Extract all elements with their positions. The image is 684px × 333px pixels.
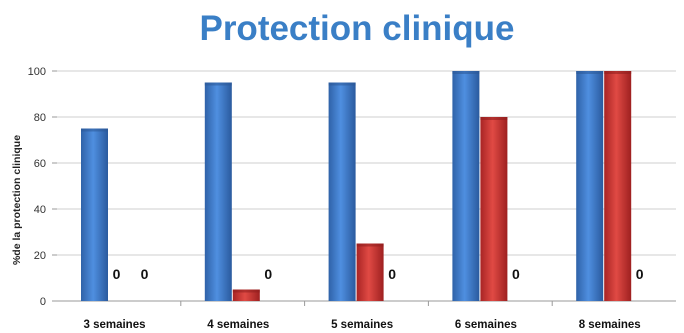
bar-top: [480, 117, 508, 120]
bar-s1: [328, 82, 356, 301]
zero-label: 0: [113, 266, 121, 282]
bar-s2: [604, 71, 632, 301]
bar-s1: [81, 128, 108, 301]
y-tick-label: 40: [34, 204, 46, 216]
y-tick-label: 20: [34, 250, 46, 262]
bar-s2: [356, 243, 384, 301]
x-tick-label: 6 semaines: [455, 319, 517, 331]
x-axis-ticks: 3 semaines 4 semaines 5 semaines 6 semaines…: [83, 319, 640, 331]
bar-top: [604, 71, 632, 74]
bar-s1: [204, 82, 232, 301]
bar-top: [81, 128, 108, 132]
zero-label: 0: [512, 266, 520, 282]
x-tick-label: 8 semaines: [579, 319, 641, 331]
zero-label: 0: [264, 266, 272, 282]
y-tick-label: 0: [40, 296, 46, 308]
bar-top: [328, 82, 356, 86]
bar-s1: [452, 71, 480, 301]
zero-label: 0: [388, 266, 396, 282]
bar-top: [576, 71, 604, 74]
bar-s2: [232, 289, 260, 301]
y-tick-label: 60: [34, 158, 46, 170]
x-tick-label: 3 semaines: [83, 319, 145, 331]
x-tick-label: 4 semaines: [207, 319, 269, 331]
x-tick-label: 5 semaines: [331, 319, 393, 331]
y-tick-label: 80: [34, 112, 46, 124]
bar-top: [204, 82, 232, 86]
bar-s2: [480, 117, 508, 301]
bars: [81, 71, 632, 301]
zero-label: 0: [141, 266, 149, 282]
chart-title: Protection clinique: [199, 9, 514, 48]
y-tick-label: 100: [28, 66, 46, 78]
bar-top: [232, 289, 260, 293]
zero-label: 0: [636, 266, 644, 282]
zero-labels: 0 0 0 0 0 0: [113, 266, 644, 282]
y-axis-label: %de la protection clinique: [11, 135, 23, 265]
bar-top: [356, 243, 384, 247]
y-axis-ticks: 0 20 40 60 80 100: [28, 66, 46, 308]
bar-top: [452, 71, 480, 74]
bar-s1: [576, 71, 604, 301]
